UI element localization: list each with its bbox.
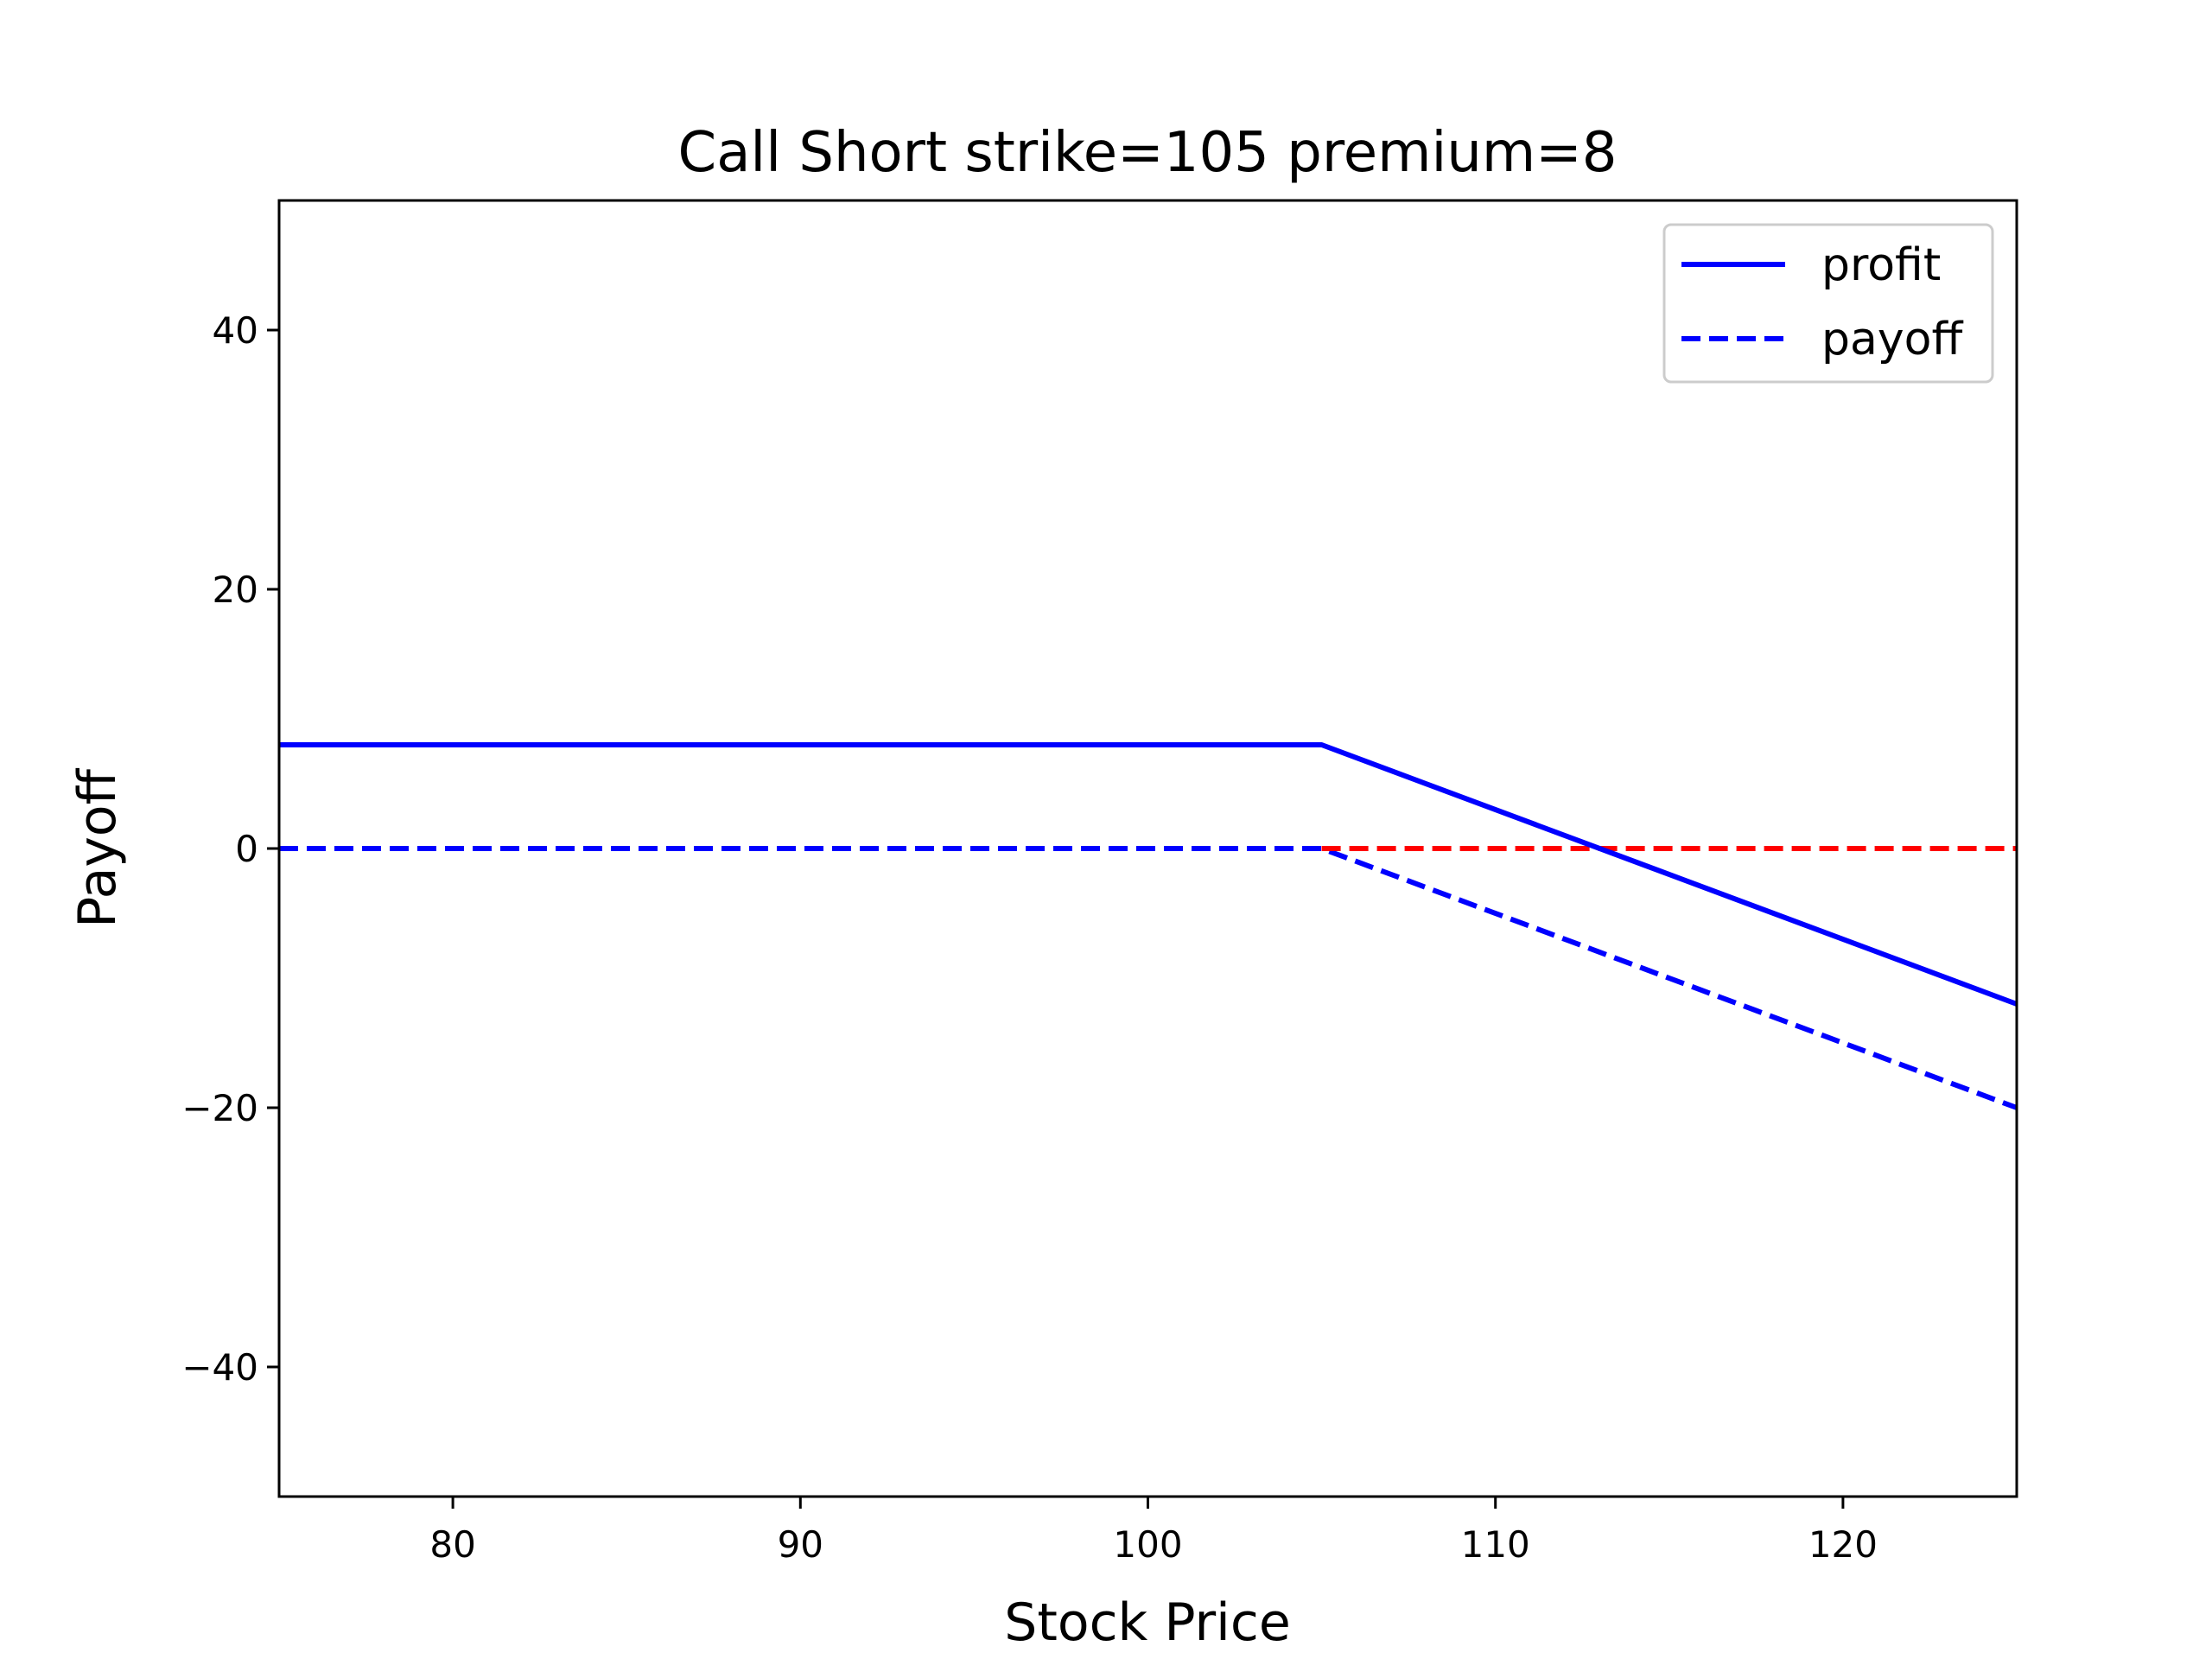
y-axis-label: Payoff [67,767,128,927]
x-tick-label: 120 [1808,1523,1878,1566]
x-tick-label: 110 [1461,1523,1530,1566]
x-tick-label: 80 [429,1523,475,1566]
y-tick-label: 0 [235,828,258,870]
legend: profit payoff [1662,223,1994,384]
chart-title: Call Short strike=105 premium=8 [678,121,1618,185]
x-axis: 80 90 100 110 120 [429,1497,1878,1566]
legend-label-profit: profit [1821,239,1941,291]
profit-line [279,742,2018,1007]
y-tick-label: −20 [181,1087,258,1129]
x-tick-label: 100 [1113,1523,1182,1566]
y-tick-label: −40 [181,1346,258,1389]
y-axis: −40 −20 0 20 40 [181,309,279,1389]
series-layer [279,742,2018,1110]
x-tick-label: 90 [778,1523,823,1566]
y-tick-label: 20 [213,569,258,611]
y-tick-label: 40 [213,309,258,352]
legend-entries: profit payoff [1681,239,1963,365]
payoff-line [279,846,2018,1110]
legend-label-payoff: payoff [1821,314,1963,365]
x-axis-label: Stock Price [1004,1592,1291,1653]
